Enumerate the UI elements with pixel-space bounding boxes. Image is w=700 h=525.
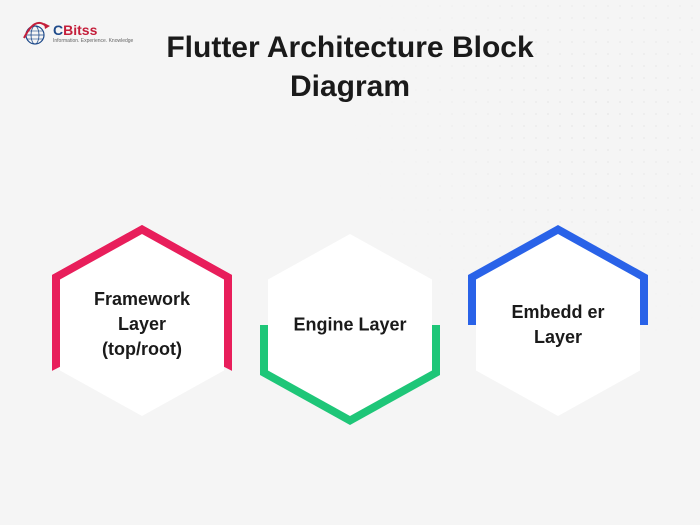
globe-icon <box>20 18 50 48</box>
title-line-2: Diagram <box>100 67 600 106</box>
hexagon-label: Engine Layer <box>260 312 440 337</box>
logo-brand-bitss: Bitss <box>63 22 97 38</box>
hexagon-label: Embedd er Layer <box>468 300 648 350</box>
logo-brand-c: C <box>53 22 63 38</box>
title-line-1: Flutter Architecture Block <box>100 28 600 67</box>
hexagon-engine: Engine Layer <box>260 225 440 425</box>
page-title: Flutter Architecture Block Diagram <box>100 28 600 106</box>
hexagon-label: Framework Layer (top/root) <box>52 287 232 363</box>
hexagon-row: Framework Layer (top/root) Engine Layer … <box>52 225 648 425</box>
hexagon-embedder: Embedd er Layer <box>468 225 648 425</box>
hexagon-framework: Framework Layer (top/root) <box>52 225 232 425</box>
